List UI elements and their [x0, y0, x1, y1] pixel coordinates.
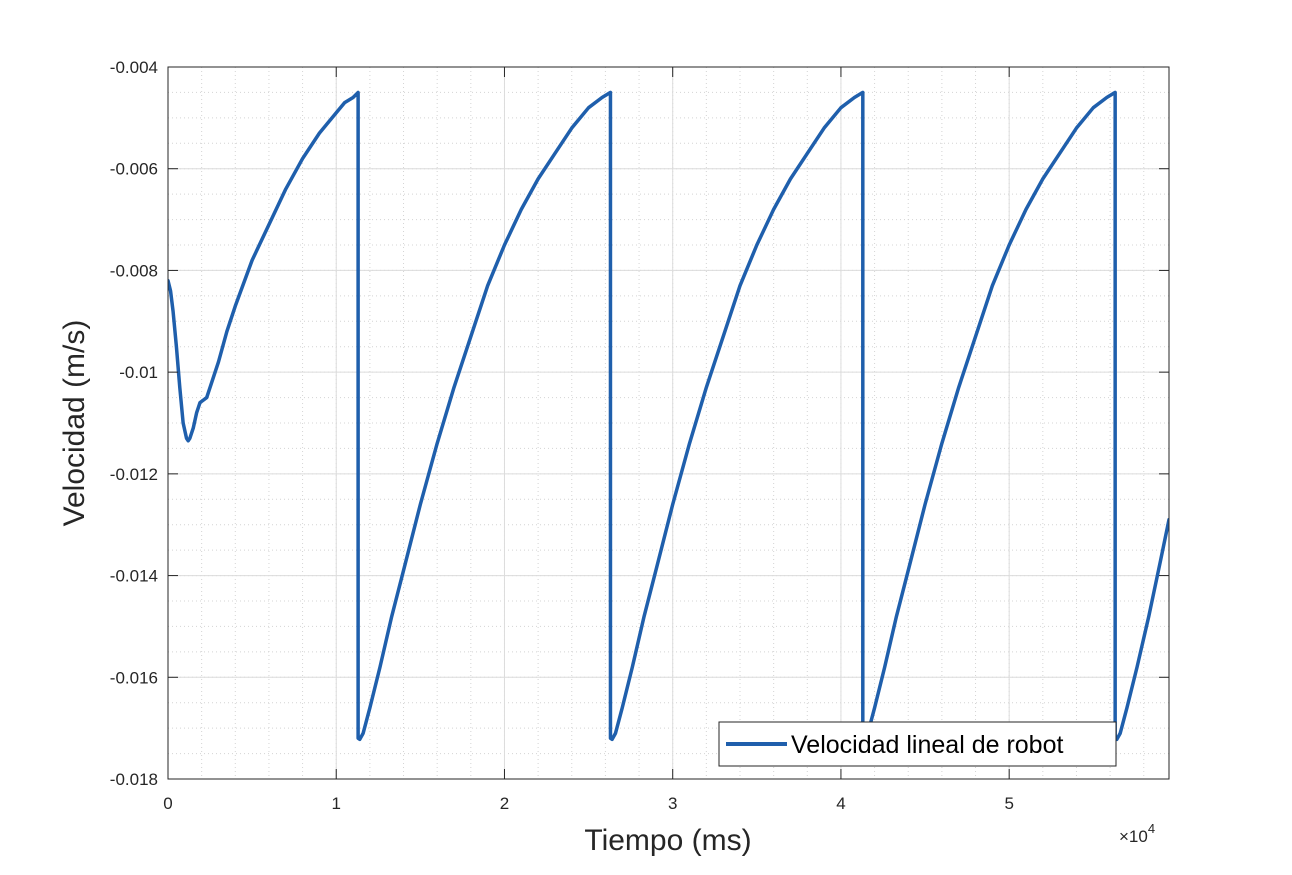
x-tick-label: 4 [836, 794, 845, 813]
x-tick-label: 5 [1004, 794, 1013, 813]
y-tick-label: -0.004 [110, 58, 158, 77]
legend-entry-label: Velocidad lineal de robot [791, 731, 1063, 759]
y-tick-label: -0.008 [110, 261, 158, 280]
x-tick-label: 0 [163, 794, 172, 813]
x-axis-exponent-power: 4 [1148, 821, 1155, 836]
series-layer [168, 90, 1169, 742]
x-tick-labels: 0 1 2 3 4 5 [163, 794, 1014, 813]
y-tick-label: -0.01 [119, 363, 158, 382]
legend: Velocidad lineal de robot [718, 721, 1117, 767]
y-tick-label: -0.006 [110, 160, 158, 179]
x-tick-label: 1 [332, 794, 341, 813]
y-tick-label: -0.016 [110, 668, 158, 687]
x-axis-title: Tiempo (ms) [584, 824, 751, 857]
series-line [168, 90, 1169, 742]
y-axis-title: Velocidad (m/s) [58, 320, 91, 527]
axis-ticks [167, 66, 1169, 780]
x-tick-label: 2 [500, 794, 509, 813]
plot-area-border [167, 66, 1170, 780]
y-tick-label: -0.014 [110, 567, 158, 586]
legend-box [718, 721, 1117, 767]
x-tick-label: 3 [668, 794, 677, 813]
y-tick-label: -0.018 [110, 770, 158, 789]
x-axis-exponent-base: ×10 [1119, 827, 1148, 846]
y-tick-label: -0.012 [110, 465, 158, 484]
y-tick-labels: -0.018 -0.016 -0.014 -0.012 -0.01 -0.008 -0.00… [110, 58, 158, 789]
x-axis-exponent: ×104 [1119, 821, 1155, 846]
